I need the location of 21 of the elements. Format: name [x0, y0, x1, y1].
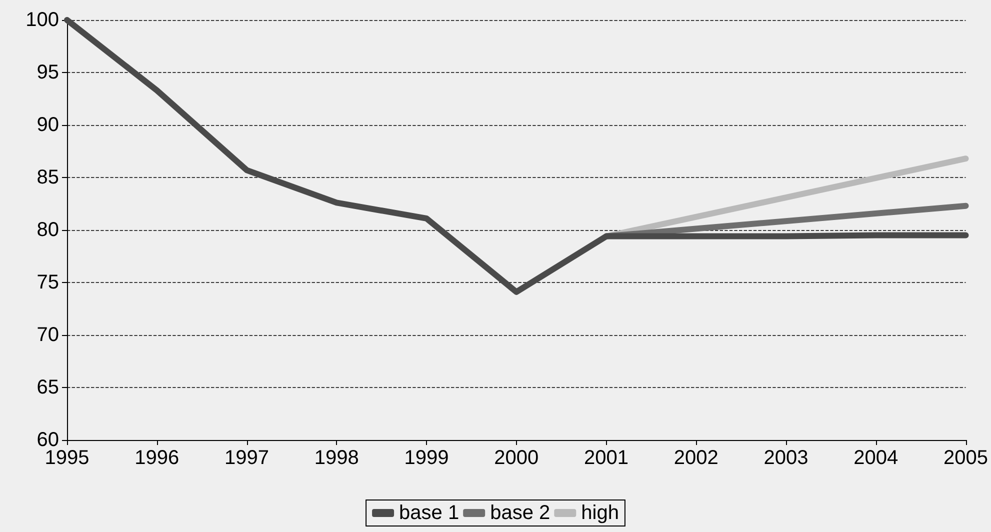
y-tick-label: 90: [36, 114, 59, 136]
x-tick-label: 1996: [134, 447, 180, 469]
y-tick-label: 75: [36, 272, 59, 294]
legend-label: base 1: [399, 502, 460, 524]
y-tick-label: 100: [26, 9, 59, 31]
x-tick-label: 2004: [854, 447, 898, 469]
x-tick-label: 2002: [674, 447, 718, 469]
x-tick-label: 2003: [764, 447, 808, 469]
y-tick-label: 65: [36, 376, 59, 398]
x-tick-label: 2005: [944, 447, 988, 469]
y-tick-label: 95: [36, 62, 59, 84]
x-tick-label: 1997: [224, 447, 269, 469]
y-tick-label: 80: [36, 219, 59, 241]
legend-label: high: [581, 502, 619, 524]
x-tick-label: 2001: [584, 447, 628, 469]
legend-label: base 2: [490, 502, 550, 524]
x-tick-label: 2000: [494, 447, 539, 469]
x-tick-label: 1998: [314, 447, 359, 469]
x-tick-label: 1999: [404, 447, 449, 469]
y-tick-label: 70: [36, 324, 59, 346]
y-tick-label: 85: [36, 166, 59, 188]
